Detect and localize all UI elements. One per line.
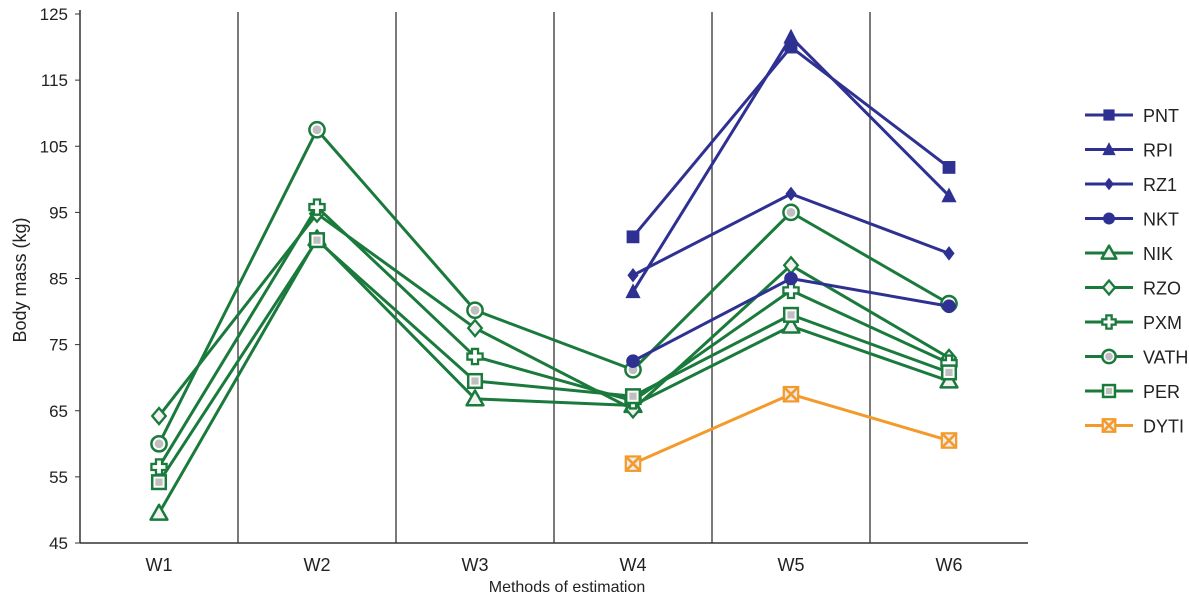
legend-item-rpi: RPI [1085,141,1173,161]
legend-label: DYTI [1143,417,1184,437]
series-nkt [626,271,956,368]
legend-marker [1100,244,1118,260]
series-line-vath [157,128,950,445]
data-point-rzo [466,318,484,338]
legend-item-dyti: DYTI [1085,417,1184,437]
legend-label: RPI [1143,141,1173,161]
series-line-rzo [157,212,950,417]
legend-label: PER [1143,382,1180,402]
data-point-rz1 [943,246,955,261]
legend-marker [1103,212,1115,225]
y-tick-label: 85 [49,270,68,289]
data-point-nik [149,503,169,521]
legend: PNT RPI RZ1 NKT NIK RZO PXM VATH PER DYTI [1085,106,1188,437]
legend-marker-x [1102,419,1116,432]
data-point-pnt [626,230,640,244]
y-tick-label: 55 [49,468,68,487]
data-point-vath-inner [786,207,796,217]
data-point-rzo [150,406,168,426]
legend-label: NKT [1143,210,1179,230]
series-per [150,232,958,491]
legend-label: PNT [1143,106,1179,126]
legend-label: NIK [1143,244,1173,264]
data-point-nkt [626,354,640,368]
series-line-pxm [157,205,950,468]
data-point-dyti-x [942,433,956,448]
legend-marker-inner [1105,387,1113,395]
legend-marker [1102,142,1116,156]
data-point-rpi [941,187,957,203]
x-tick-label: W2 [304,555,331,575]
data-point-dyti-x [784,387,798,402]
y-axis-label: Body mass (kg) [10,217,30,342]
data-point-pxm [466,347,484,366]
x-axis-label: Methods of estimation [489,579,646,596]
y-tick-label: 45 [49,534,68,553]
series-line-per [157,238,950,483]
axes: 45 55 65 75 85 95 105 115 125 W1 W2 W3 W4 W5 W6 [40,5,1028,575]
y-tick-label: 115 [41,71,68,90]
data-point-nkt [942,299,956,314]
legend-label: RZO [1143,279,1181,299]
legend-item-nkt: NKT [1085,210,1179,230]
x-tick-label: W3 [462,555,489,575]
data-point-per-inner [471,377,479,385]
data-point-pxm [782,281,800,300]
legend-item-pnt: PNT [1085,106,1179,126]
y-tick-label: 125 [40,5,68,24]
series-line-nik [157,237,950,514]
series-rpi [625,28,957,299]
data-point-vath-inner [154,439,164,449]
y-tick-label: 65 [49,402,68,421]
series-dyti [624,385,958,472]
series-lines [149,28,959,521]
x-tick-label: W5 [778,555,805,575]
legend-item-nik: NIK [1085,244,1173,264]
legend-item-vath: VATH [1085,348,1188,368]
legend-marker [1101,278,1117,297]
data-point-rpi [783,28,799,44]
data-point-rz1 [627,267,639,283]
y-tick-label: 105 [40,137,68,156]
y-tick-label: 95 [49,203,68,222]
legend-marker [1104,177,1114,191]
data-point-vath-inner [470,305,480,315]
x-tick-label: W1 [146,555,173,575]
data-point-per-inner [155,478,163,486]
data-point-vath-inner [312,125,322,135]
data-point-rpi [625,283,641,299]
legend-label: PXM [1143,313,1182,333]
data-point-pxm [308,198,326,216]
data-point-nik [465,389,485,407]
y-tick-label: 75 [49,336,68,355]
data-point-per-inner [313,236,321,244]
legend-item-per: PER [1085,382,1180,402]
legend-label: RZ1 [1143,175,1177,195]
series-pnt [626,40,956,244]
data-point-per-inner [787,311,795,319]
vertical-separators [237,12,871,543]
legend-item-rz1: RZ1 [1085,175,1177,195]
data-point-rz1 [785,186,797,202]
legend-item-pxm: PXM [1085,313,1182,333]
legend-item-rzo: RZO [1085,279,1181,299]
legend-label: VATH [1143,348,1188,368]
data-point-nik [781,316,801,334]
legend-marker [1103,109,1115,121]
data-point-nkt [784,271,798,286]
x-tick-label: W4 [620,555,647,575]
data-point-per-inner [629,392,637,400]
data-point-per-inner [945,368,953,376]
data-point-pnt [942,161,956,174]
legend-marker [1101,314,1117,330]
series-line-dyti [632,392,950,466]
series-rz1 [627,186,955,283]
series-line-rpi [631,35,951,293]
legend-marker-inner [1105,352,1113,361]
data-point-dyti-x [626,456,640,471]
x-tick-label: W6 [936,555,963,575]
